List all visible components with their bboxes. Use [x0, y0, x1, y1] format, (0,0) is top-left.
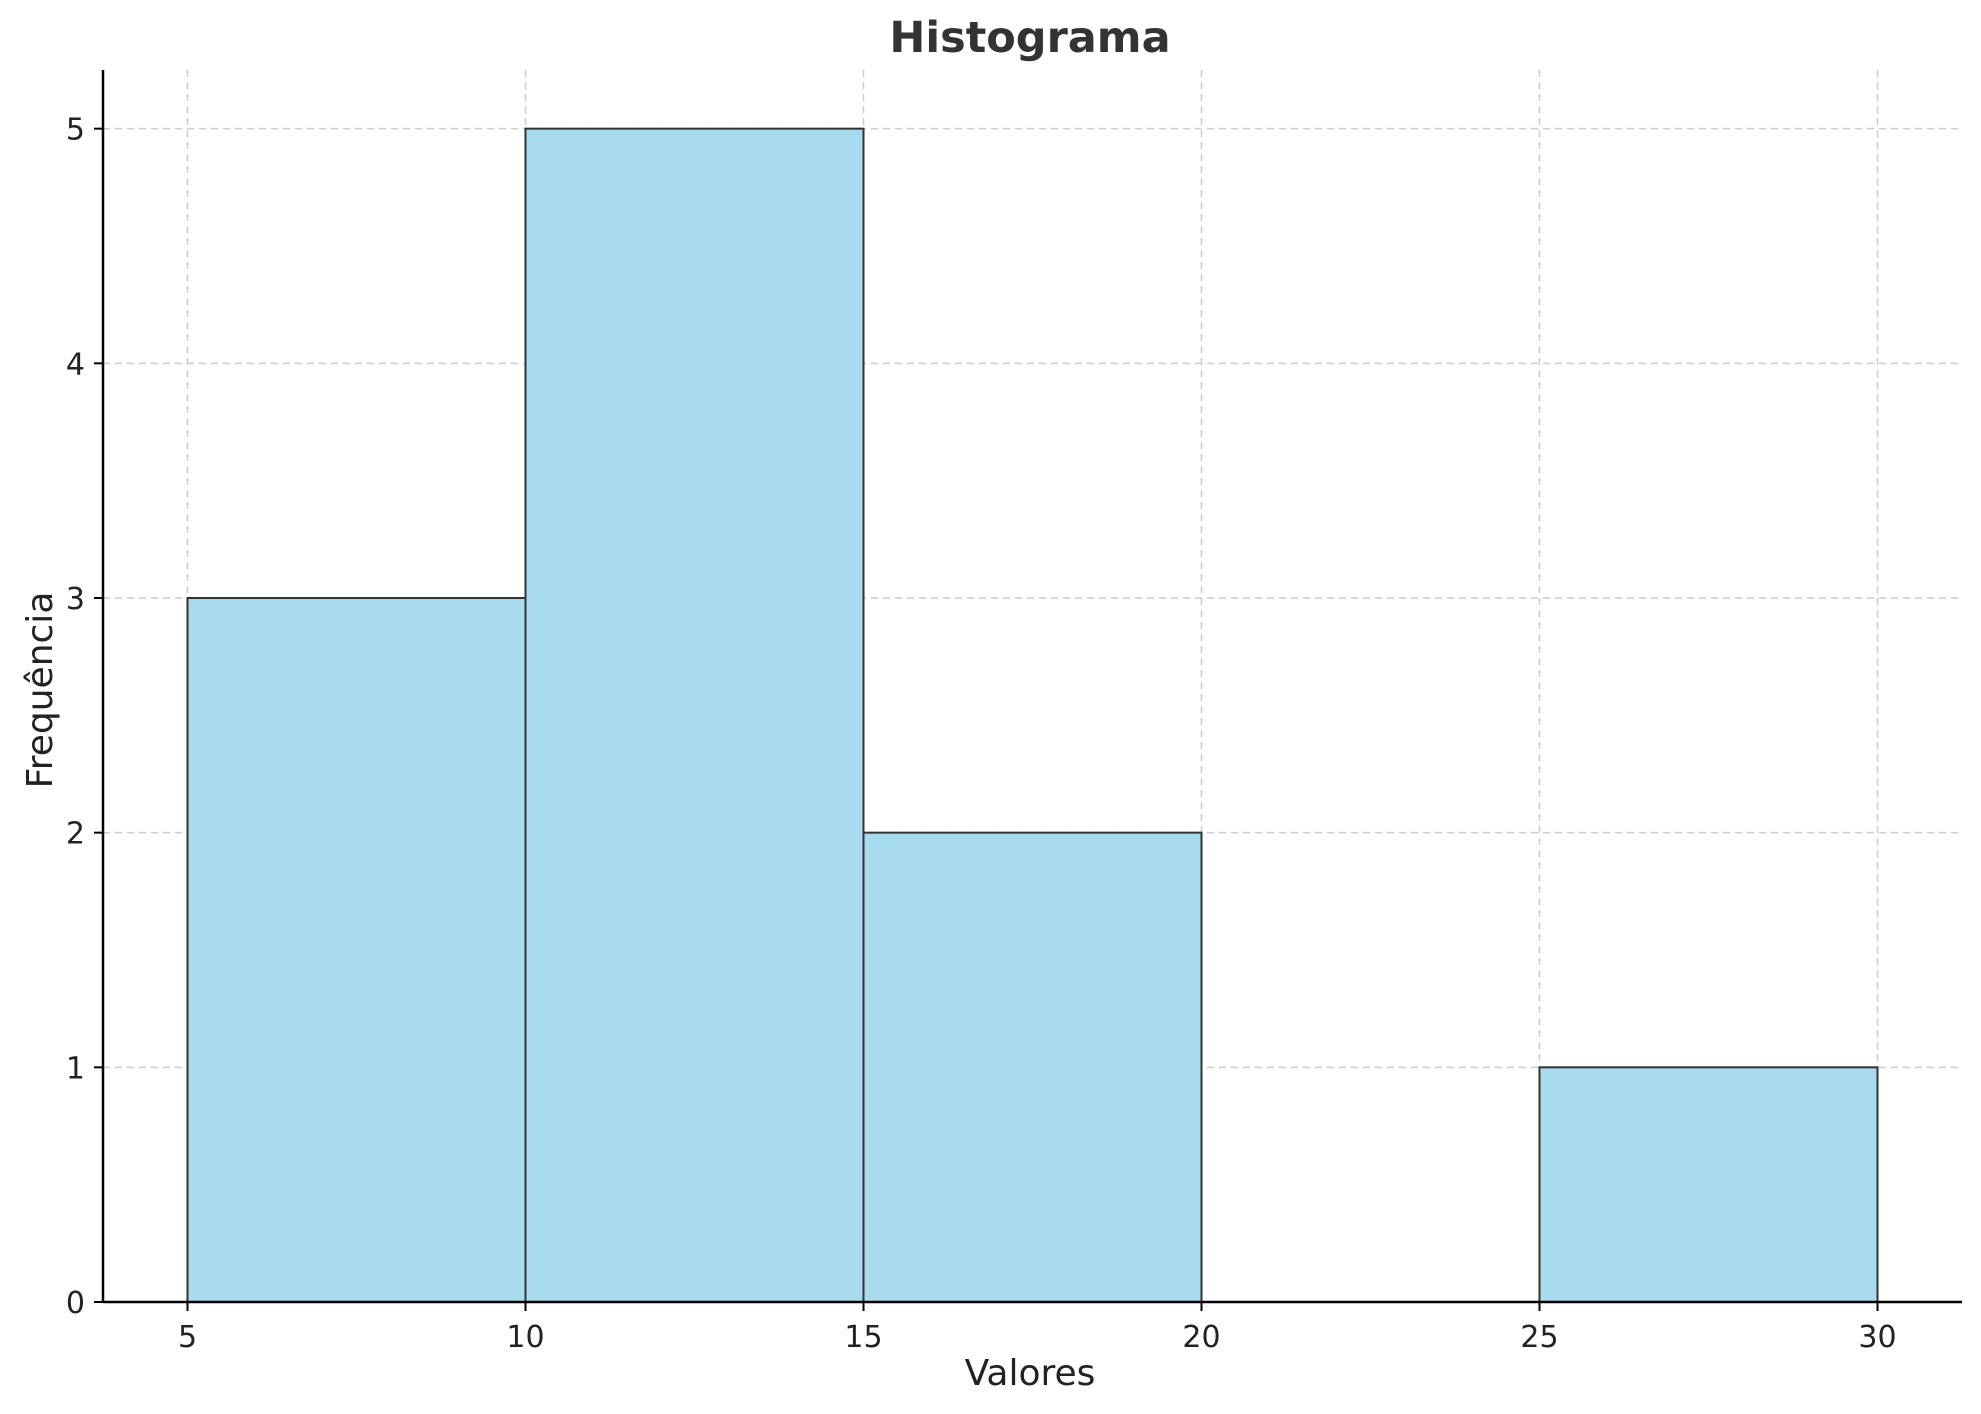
y-tick-label-4: 4 — [66, 347, 85, 382]
y-tick-label-1: 1 — [66, 1051, 85, 1086]
chart-title: Histograma — [889, 13, 1170, 63]
y-tick-label-5: 5 — [66, 113, 85, 148]
x-tick-label-20: 20 — [1182, 1320, 1220, 1355]
x-tick-label-10: 10 — [506, 1320, 544, 1355]
bar-15-20 — [862, 831, 1203, 1304]
axes-layer — [101, 70, 1962, 1304]
ticks-layer: 5 10 15 20 25 30 0 1 2 3 4 5 — [66, 113, 1897, 1355]
bars-layer — [186, 127, 1879, 1304]
bar-25-30 — [1538, 1066, 1879, 1304]
y-tick-label-3: 3 — [66, 582, 85, 617]
y-tick-label-0: 0 — [66, 1286, 85, 1321]
y-axis-label: Frequência — [20, 592, 61, 789]
x-tick-label-25: 25 — [1520, 1320, 1558, 1355]
x-axis-label: Valores — [965, 1353, 1096, 1394]
bar-10-15 — [524, 127, 865, 1304]
x-tick-label-5: 5 — [178, 1320, 197, 1355]
x-tick-label-15: 15 — [844, 1320, 882, 1355]
bar-5-10 — [186, 597, 527, 1303]
y-tick-label-2: 2 — [66, 817, 85, 852]
x-tick-label-30: 30 — [1858, 1320, 1896, 1355]
